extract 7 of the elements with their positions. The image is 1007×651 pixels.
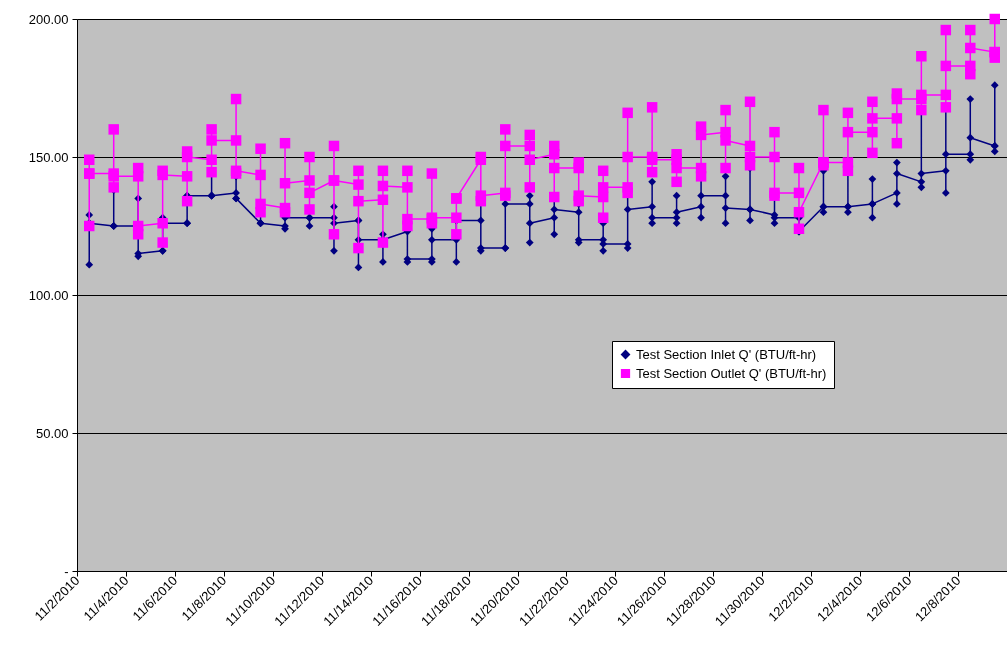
y-tick-label: 50.00: [35, 425, 69, 441]
y-tick-label: 100.00: [28, 287, 69, 303]
legend-label: Test Section Outlet Q' (BTU/ft-hr): [636, 365, 827, 381]
y-tick-label: 150.00: [28, 149, 69, 165]
y-tick-label: -: [64, 563, 69, 579]
y-tick-label: 200.00: [28, 11, 69, 27]
legend-label: Test Section Inlet Q' (BTU/ft-hr): [636, 346, 817, 362]
